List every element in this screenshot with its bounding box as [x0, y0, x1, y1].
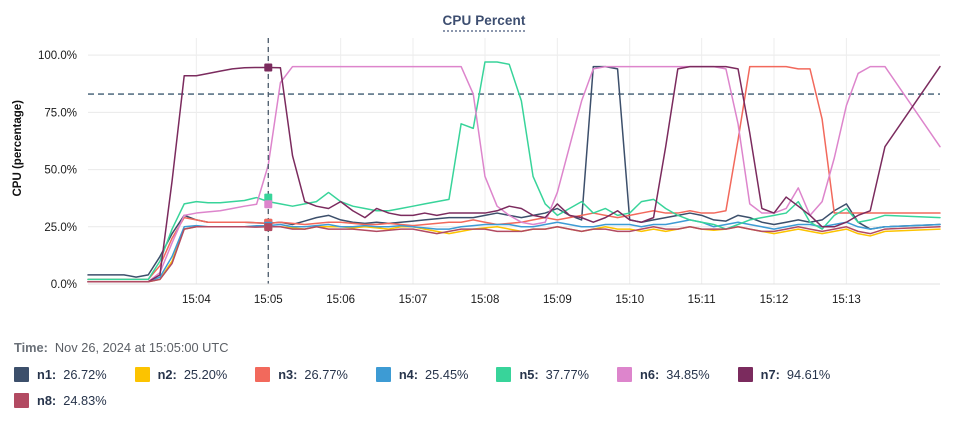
cursor-marker-n6: [264, 200, 273, 209]
series-line-n6[interactable]: [87, 65, 941, 283]
x-tick-label: 15:04: [182, 294, 211, 306]
x-tick-label: 15:11: [688, 294, 716, 306]
x-tick-label: 15:05: [254, 294, 283, 306]
legend-item[interactable]: n6: 34.85%: [617, 366, 710, 383]
x-tick-label: 15:09: [543, 294, 572, 306]
legend-series-name: n8:: [37, 393, 57, 408]
series-line-n5[interactable]: [87, 61, 941, 281]
legend-series-value: 34.85%: [666, 367, 710, 382]
chart-title: CPU Percent: [0, 13, 968, 32]
legend-item[interactable]: n8: 24.83%: [14, 392, 107, 409]
legend-series-name: n3:: [278, 367, 298, 382]
cursor-marker-n7: [264, 63, 273, 72]
series-line-n7[interactable]: [87, 65, 941, 283]
cursor-marker-n5: [264, 193, 273, 202]
legend-item[interactable]: n7: 94.61%: [737, 366, 831, 383]
chart-title-text: CPU Percent: [442, 13, 526, 32]
legend-color-swatch: [737, 367, 753, 382]
y-tick-label: 75.0%: [44, 107, 77, 119]
legend-series-value: 37.77%: [545, 367, 590, 382]
legend-series-value: 26.77%: [304, 367, 348, 382]
y-tick-label: 25.0%: [44, 222, 77, 234]
time-row: Time: Nov 26, 2024 at 15:05:00 UTC: [14, 340, 228, 355]
x-tick-label: 15:12: [760, 294, 789, 306]
legend-color-swatch: [134, 367, 150, 382]
legend-series-name: n2:: [157, 367, 177, 382]
legend-series-name: n1:: [37, 367, 57, 382]
y-tick-label: 0.0%: [51, 279, 77, 291]
legend-color-swatch: [496, 367, 512, 382]
legend-series-name: n5:: [519, 367, 539, 382]
legend-item[interactable]: n1: 26.72%: [14, 366, 107, 383]
x-tick-label: 15:06: [326, 294, 355, 306]
legend-color-swatch: [617, 367, 633, 382]
legend: n1: 26.72% n2: 25.20% n3: 26.77% n4: 25.45% n5: 3…: [14, 366, 954, 418]
legend-series-value: 94.61%: [786, 367, 831, 382]
legend-series-name: n7:: [760, 367, 780, 382]
legend-series-value: 26.72%: [63, 367, 107, 382]
legend-series-value: 25.45%: [425, 367, 469, 382]
x-tick-label: 15:08: [471, 294, 500, 306]
legend-series-name: n4:: [398, 367, 419, 382]
cursor-marker-n8: [264, 223, 273, 232]
legend-series-value: 25.20%: [183, 367, 228, 382]
chart-card: CPU Percent CPU (percentage) 0.0% 25.0% 50…: [0, 0, 968, 322]
legend-item[interactable]: n2: 25.20%: [134, 366, 228, 383]
legend-color-swatch: [375, 367, 391, 382]
plot-area[interactable]: 0.0% 25.0% 50.0% 75.0% 100.0% 15:04 15:05 15:06…: [0, 0, 968, 322]
legend-series-value: 24.83%: [63, 393, 107, 408]
x-tick-label: 15:07: [399, 294, 428, 306]
legend-color-swatch: [14, 393, 29, 408]
x-tick-label: 15:10: [615, 294, 644, 306]
y-tick-label: 100.0%: [38, 50, 77, 62]
legend-item[interactable]: n5: 37.77%: [496, 366, 589, 383]
legend-item[interactable]: n4: 25.45%: [375, 366, 469, 383]
time-label: Time:: [14, 340, 48, 355]
time-value: Nov 26, 2024 at 15:05:00 UTC: [54, 340, 229, 355]
legend-item[interactable]: n3: 26.77%: [255, 366, 348, 383]
legend-color-swatch: [255, 367, 271, 382]
plot-svg[interactable]: 0.0% 25.0% 50.0% 75.0% 100.0% 15:04 15:05 15:06…: [0, 0, 968, 322]
tooltip-footer: Time: Nov 26, 2024 at 15:05:00 UTC n1: 26.…: [0, 322, 968, 441]
x-tick-label: 15:13: [832, 294, 861, 306]
y-tick-label: 50.0%: [44, 165, 77, 177]
series-line-n8[interactable]: [87, 226, 941, 283]
legend-series-name: n6:: [640, 367, 660, 382]
legend-color-swatch: [14, 367, 29, 382]
